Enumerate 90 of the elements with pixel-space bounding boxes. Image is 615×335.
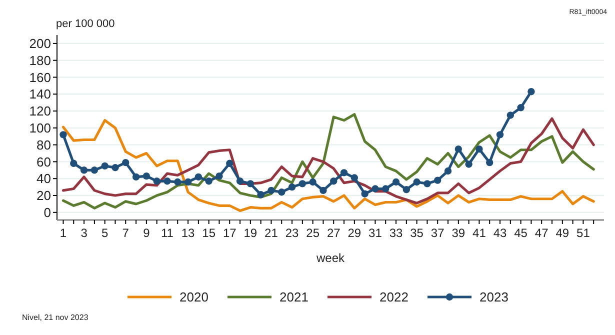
x-tick-label: 51 [576, 226, 590, 240]
point [330, 178, 338, 185]
point [444, 167, 452, 175]
x-tick-label: 39 [452, 226, 466, 240]
point [184, 178, 192, 186]
point [112, 164, 119, 172]
point [80, 166, 88, 174]
point [413, 178, 420, 186]
point [298, 180, 306, 188]
x-tick-label: 1 [60, 226, 67, 240]
point [382, 185, 390, 192]
point [350, 174, 358, 182]
x-tick-label: 3 [80, 226, 88, 240]
x-tick-label: 27 [326, 226, 341, 240]
text: Nivel, 21 nov 2023 [22, 313, 89, 322]
x-tick-label: 49 [556, 226, 570, 240]
point [517, 104, 524, 112]
point [142, 172, 150, 180]
point [205, 178, 212, 185]
y-tick-label: 40 [36, 171, 51, 186]
y-tick-label: 0 [44, 204, 51, 220]
x-tick-label: 21 [264, 226, 278, 240]
point [372, 185, 379, 192]
point [496, 131, 504, 138]
x-tick-label: 5 [101, 226, 108, 240]
point [309, 178, 316, 186]
y-tick-label: 100 [29, 120, 51, 136]
x-tick-label: 19 [244, 226, 258, 240]
point [236, 178, 244, 185]
point [246, 180, 254, 188]
legend-label: 2022 [380, 290, 408, 305]
point [226, 160, 234, 167]
point [60, 131, 67, 138]
x-tick-label: 37 [430, 226, 445, 240]
legend-label: 2021 [280, 290, 308, 305]
x-tick-label: 31 [368, 226, 382, 240]
point [486, 158, 494, 166]
x-tick-label: 45 [514, 226, 528, 240]
y-tick-label: 160 [29, 70, 51, 85]
point [465, 160, 472, 168]
y-tick-label: 80 [36, 137, 51, 152]
point [288, 183, 296, 191]
y-tick-label: 180 [29, 52, 51, 68]
point [476, 145, 483, 153]
point [434, 176, 442, 184]
legend-label: 2020 [180, 290, 208, 305]
point [268, 186, 275, 194]
y-tick-label: 20 [36, 188, 51, 204]
x-tick-label: 13 [181, 226, 196, 240]
y-axis-title: per 100 000 [56, 18, 115, 30]
point [70, 160, 78, 167]
x-tick-label: 9 [143, 226, 150, 240]
x-tick-label: 11 [161, 226, 174, 240]
x-tick-label: 7 [122, 226, 130, 240]
point [153, 178, 160, 185]
x-tick-label: 47 [534, 226, 549, 240]
point [392, 178, 400, 186]
point [257, 191, 264, 198]
point [122, 158, 130, 166]
point [361, 190, 368, 198]
x-tick-label: 41 [472, 226, 486, 240]
y-tick-label: 200 [29, 36, 51, 51]
x-tick-label: 33 [389, 226, 404, 240]
x-tick-label: 29 [348, 226, 362, 240]
point [101, 162, 108, 170]
point [194, 173, 202, 181]
point [340, 169, 348, 176]
point [132, 173, 140, 181]
x-axis-title: week [315, 251, 346, 265]
x-tick-label: 17 [222, 226, 237, 240]
point [528, 88, 535, 96]
x-tick-label: 43 [493, 226, 507, 240]
point [174, 178, 182, 186]
point [402, 186, 410, 194]
point [278, 188, 286, 196]
y-tick-label: 60 [36, 154, 51, 170]
point [90, 166, 98, 174]
point [164, 178, 171, 185]
x-tick-label: 15 [202, 226, 216, 240]
point [454, 145, 462, 153]
point [424, 180, 431, 188]
point [506, 112, 514, 119]
x-tick-label: 23 [285, 226, 300, 240]
legend-label: 2023 [480, 290, 508, 305]
x-tick-label: 25 [306, 226, 320, 240]
point [216, 172, 223, 180]
point [320, 186, 327, 194]
x-tick-label: 35 [410, 226, 424, 240]
y-tick-label: 120 [29, 104, 51, 119]
y-tick-label: 140 [29, 86, 51, 102]
